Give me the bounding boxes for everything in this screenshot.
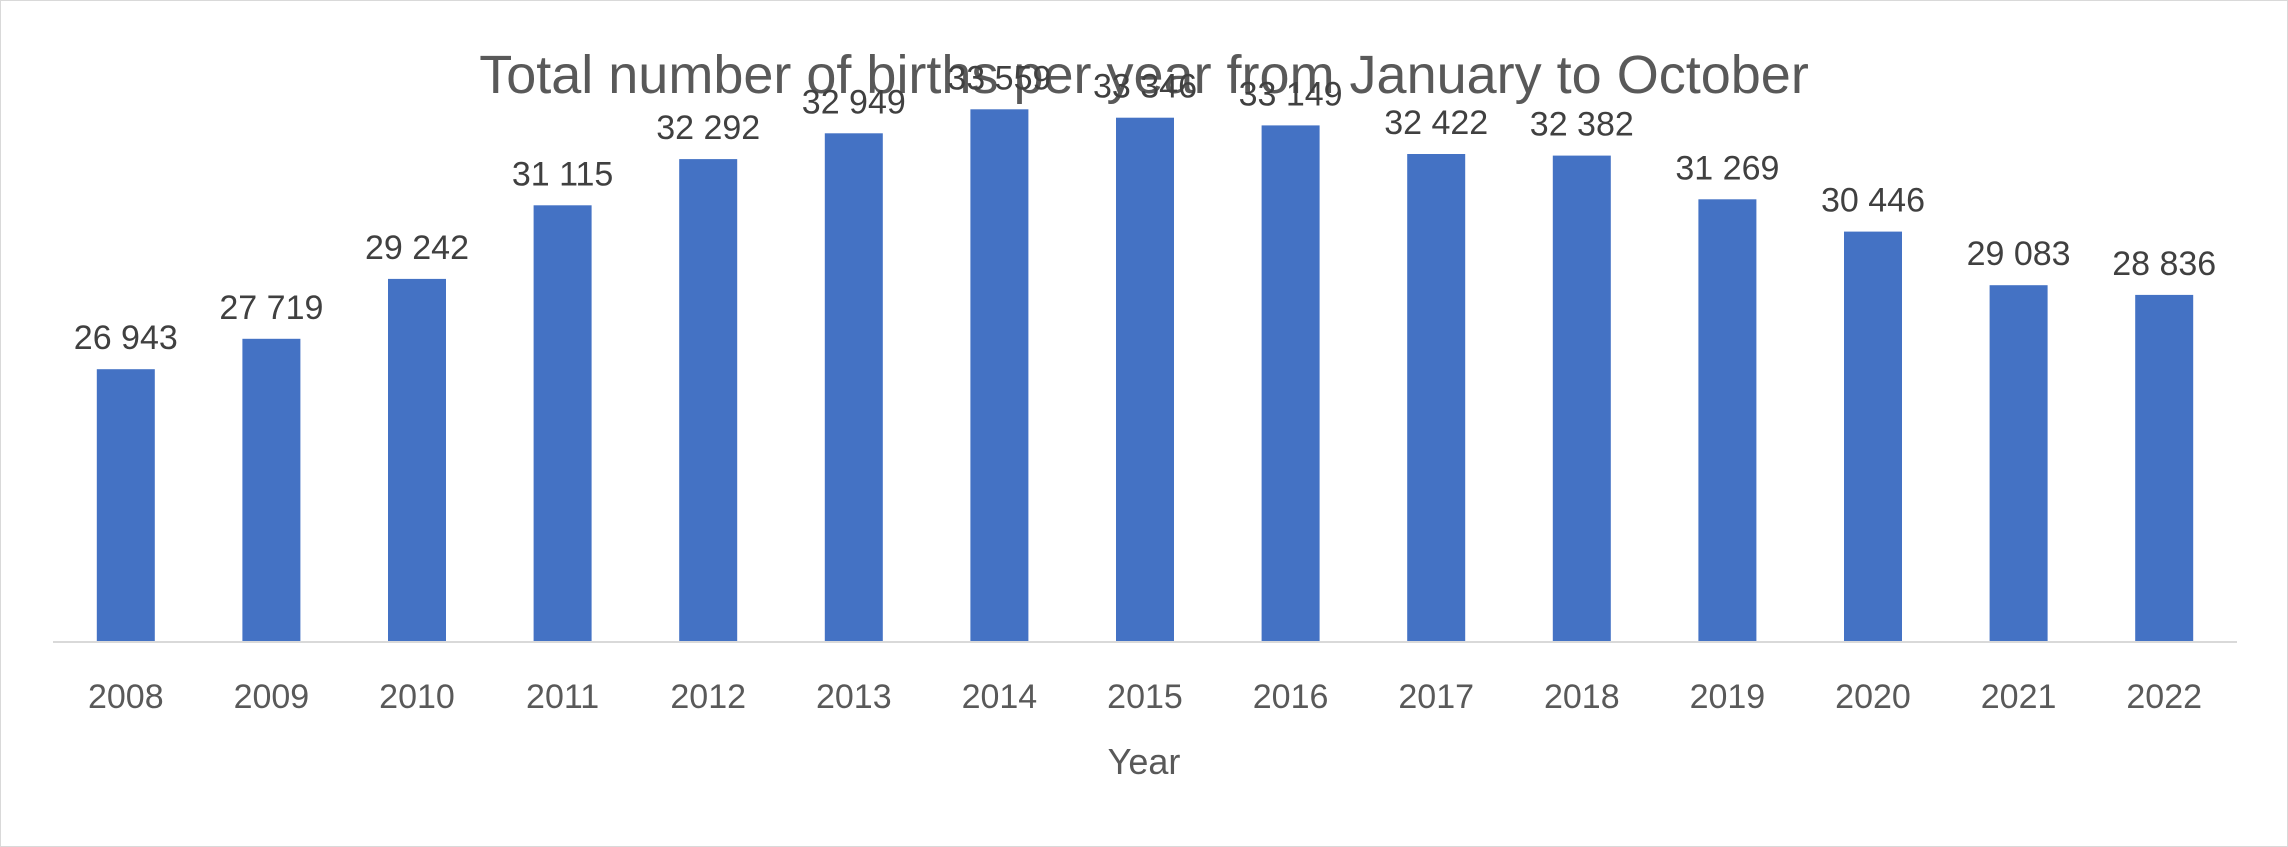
bar-2013 [824, 133, 883, 643]
x-tick-label-2019: 2019 [1690, 678, 1766, 716]
bar-2018 [1552, 155, 1611, 642]
bar-2016 [1261, 125, 1320, 642]
data-label-2021: 29 083 [1967, 235, 2071, 273]
x-tick-label-2020: 2020 [1835, 678, 1911, 716]
x-tick-label-2014: 2014 [962, 678, 1038, 716]
data-label-2008: 26 943 [74, 319, 178, 357]
bar-2020 [1844, 231, 1902, 642]
data-label-2014: 33 559 [947, 59, 1051, 97]
bar-2015 [1116, 117, 1174, 642]
bar-2011 [533, 205, 592, 643]
x-tick-label-2010: 2010 [379, 678, 455, 716]
bar-2010 [388, 278, 446, 642]
data-label-2010: 29 242 [365, 229, 469, 267]
bar-2017 [1407, 154, 1466, 642]
data-label-2018: 32 382 [1530, 106, 1634, 144]
bar-2022 [2135, 294, 2194, 642]
data-label-2012: 32 292 [656, 109, 760, 147]
bar-2014 [970, 109, 1029, 643]
x-tick-label-2022: 2022 [2126, 678, 2202, 716]
x-tick-label-2017: 2017 [1398, 678, 1474, 716]
x-tick-label-2012: 2012 [670, 678, 746, 716]
x-tick-label-2011: 2011 [526, 678, 599, 716]
data-label-2016: 33 149 [1239, 75, 1343, 113]
data-label-2015: 33 346 [1093, 68, 1197, 106]
data-label-2013: 32 949 [802, 83, 906, 121]
bar-2012 [679, 159, 738, 642]
data-label-2019: 31 269 [1675, 149, 1779, 187]
x-tick-label-2013: 2013 [816, 678, 892, 716]
x-tick-label-2016: 2016 [1253, 678, 1329, 716]
x-tick-labels-group: 2008 2009 2010 2011 2012 2013 2014 2015 2016 2017… [88, 678, 2202, 716]
bar-2021 [1989, 285, 2048, 642]
data-label-2017: 32 422 [1384, 104, 1488, 142]
data-label-2022: 28 836 [2112, 245, 2216, 283]
x-tick-label-2018: 2018 [1544, 678, 1620, 716]
bar-2019 [1698, 199, 1757, 643]
bar-2008 [96, 369, 155, 642]
bars-group [96, 109, 2194, 643]
x-axis-title: Year [1108, 741, 1181, 782]
data-label-2009: 27 719 [219, 289, 323, 327]
x-tick-label-2015: 2015 [1107, 678, 1183, 716]
data-label-2011: 31 115 [512, 155, 613, 193]
x-tick-label-2021: 2021 [1981, 678, 2057, 716]
data-label-2020: 30 446 [1821, 182, 1925, 220]
x-tick-label-2009: 2009 [234, 678, 310, 716]
x-tick-label-2008: 2008 [88, 678, 164, 716]
bar-2009 [242, 338, 301, 642]
chart-title: Total number of births per year from Jan… [479, 45, 1809, 105]
data-labels-group: 26 943 27 719 29 242 31 115 32 292 32 949 33 5… [74, 59, 2216, 357]
